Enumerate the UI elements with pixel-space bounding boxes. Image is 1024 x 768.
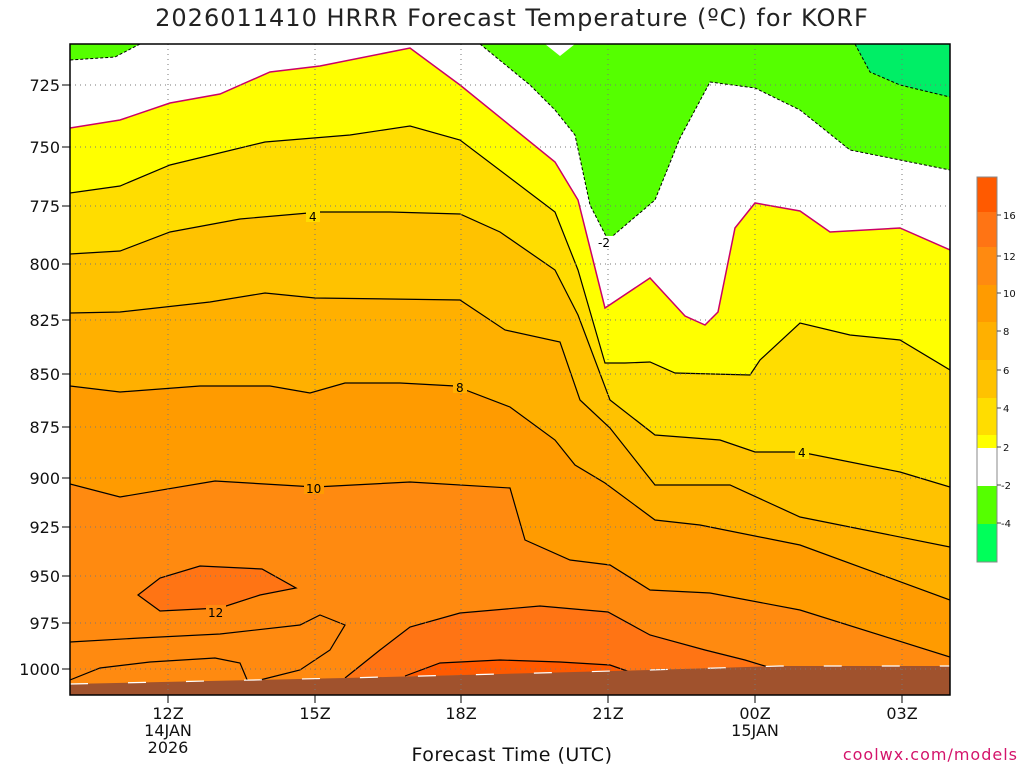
colorbar-swatch <box>977 360 997 398</box>
x-tick-label: 12Z <box>152 704 183 723</box>
colorbar-tick-label: -2 <box>1001 481 1011 492</box>
y-tick-label: 850 <box>29 365 60 384</box>
contour-label: 10 <box>306 482 321 496</box>
contour-12-left <box>70 614 346 681</box>
colorbar-swatch <box>977 212 997 247</box>
fill-minus2-0 <box>70 44 950 325</box>
fill-minus4-minus2 <box>70 44 950 240</box>
colorbar-swatch <box>977 524 997 562</box>
terrain <box>70 665 950 695</box>
colorbar-swatch <box>977 247 997 285</box>
contour-fills <box>70 44 950 695</box>
y-tick-label: 750 <box>29 138 60 157</box>
plot-frame <box>69 43 951 696</box>
x-axis <box>167 695 903 703</box>
site-credit: coolwx.com/models <box>842 745 1018 764</box>
contour-label: 12 <box>208 606 223 620</box>
colorbar-legend: 16 12 10 8 6 4 2 -2 -4 <box>976 176 1016 563</box>
contour-12-lower <box>344 605 779 679</box>
contour-14 <box>404 659 631 677</box>
x-tick-label: 18Z <box>445 704 476 723</box>
colorbar-tick-label: 8 <box>1003 327 1009 338</box>
chart-title: 2026011410 HRRR Forecast Temperature (ºC… <box>155 4 869 32</box>
contour-14-left <box>70 657 249 683</box>
colorbar-tick-label: 2 <box>1003 443 1009 454</box>
y-tick-label: 800 <box>29 255 60 274</box>
colorbar-swatch <box>977 322 997 360</box>
x-tick-label: 03Z <box>886 704 917 723</box>
contour-lines <box>70 125 950 683</box>
colorbar-tick-label: 6 <box>1003 366 1009 377</box>
contour-label: 4 <box>798 446 806 460</box>
y-tick-labels: 725 750 775 800 825 850 875 900 925 950 … <box>19 76 60 679</box>
freezing-lines <box>70 44 950 326</box>
contour-0 <box>70 47 950 326</box>
y-tick-label: 975 <box>29 614 60 633</box>
contour-6 <box>70 292 950 548</box>
colorbar-swatch <box>977 435 997 448</box>
x-tick-sublabel: 14JAN <box>144 721 192 740</box>
x-tick-label: 21Z <box>592 704 623 723</box>
contour-label: 4 <box>309 210 317 224</box>
colorbar-tick-label: 12 <box>1003 252 1016 263</box>
colorbar-tick-label: -4 <box>1001 519 1011 530</box>
y-tick-label: 825 <box>29 311 60 330</box>
contour-label: 8 <box>456 381 464 395</box>
colorbar-swatch <box>977 398 997 435</box>
colorbar-tick-label: 10 <box>1003 289 1016 300</box>
x-tick-sublabel: 15JAN <box>731 721 779 740</box>
contour-minus4 <box>854 44 950 98</box>
x-axis-title: Forecast Time (UTC) <box>411 744 613 766</box>
x-tick-labels: 12Z 14JAN 2026 15Z 18Z 21Z 00Z 15JAN 03Z <box>144 704 918 757</box>
y-tick-label: 900 <box>29 469 60 488</box>
fill-12-14-lower <box>345 606 778 678</box>
fill-below-minus4 <box>855 44 950 97</box>
contour-10 <box>70 480 950 658</box>
grid <box>70 44 950 695</box>
contour-label: -2 <box>598 236 610 250</box>
contour-minus2 <box>479 44 950 241</box>
colorbar-tick-label: 4 <box>1003 404 1009 415</box>
contour-12-upper <box>136 565 298 612</box>
x-tick-sublabel: 2026 <box>148 738 189 757</box>
y-tick-label: 725 <box>29 76 60 95</box>
colorbar-swatch <box>977 486 997 524</box>
x-tick-label: 00Z <box>739 704 770 723</box>
colorbar-swatch <box>977 448 997 486</box>
colorbar-swatch <box>977 177 997 212</box>
y-tick-label: 1000 <box>19 660 60 679</box>
y-axis <box>62 84 70 670</box>
y-tick-label: 875 <box>29 418 60 437</box>
x-tick-label: 15Z <box>299 704 330 723</box>
fill-12-14-upper <box>138 566 296 611</box>
contour-8 <box>70 382 950 601</box>
y-tick-label: 950 <box>29 567 60 586</box>
y-tick-label: 925 <box>29 518 60 537</box>
ground-fill <box>70 666 950 695</box>
colorbar-swatch <box>977 285 997 322</box>
contour-4 <box>70 211 950 488</box>
colorbar-tick-label: 16 <box>1003 211 1016 222</box>
contour-labels: 4 8 10 12 4 -2 <box>206 209 809 620</box>
y-tick-label: 775 <box>29 197 60 216</box>
contour-2 <box>70 125 950 376</box>
